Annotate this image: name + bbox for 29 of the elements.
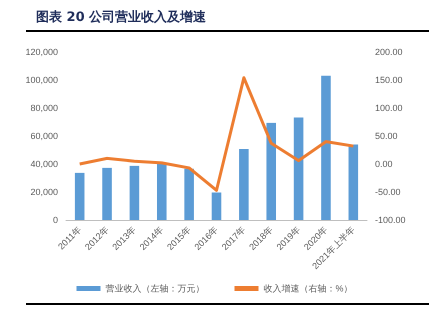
y2-tick-label: 200.00 <box>375 47 403 57</box>
y-tick-label: 60,000 <box>30 131 58 141</box>
legend-label: 收入增速（右轴：%） <box>264 284 353 294</box>
y2-tick-label: -100.00 <box>375 215 406 225</box>
y2-tick-label: 150.00 <box>375 75 403 85</box>
bar <box>321 76 331 220</box>
bar <box>74 172 84 220</box>
y2-tick-label: -50.00 <box>375 187 401 197</box>
y-tick-label: 0 <box>52 215 58 225</box>
bar <box>294 118 304 220</box>
bar <box>239 149 249 220</box>
y2-tick-label: 50.00 <box>375 131 398 141</box>
y-tick-label: 20,000 <box>30 187 58 197</box>
line-series <box>78 76 355 192</box>
bar <box>348 144 358 220</box>
bar <box>130 166 140 220</box>
chart-title: 图表 20 公司营业收入及增速 <box>36 8 206 26</box>
bar <box>266 122 276 220</box>
bar <box>184 168 194 220</box>
bar <box>156 164 167 220</box>
y2-tick-label: 100.00 <box>375 103 403 113</box>
y-tick-label: 80,000 <box>30 103 58 113</box>
y-tick-label: 40,000 <box>30 159 58 169</box>
bar <box>212 192 222 220</box>
legend-label: 营业收入（左轴：万元） <box>106 284 204 294</box>
y-tick-label: 100,000 <box>25 75 58 85</box>
bar <box>102 168 112 220</box>
y2-tick-label: 0.00 <box>375 159 393 169</box>
y-tick-label: 120,000 <box>25 47 58 57</box>
